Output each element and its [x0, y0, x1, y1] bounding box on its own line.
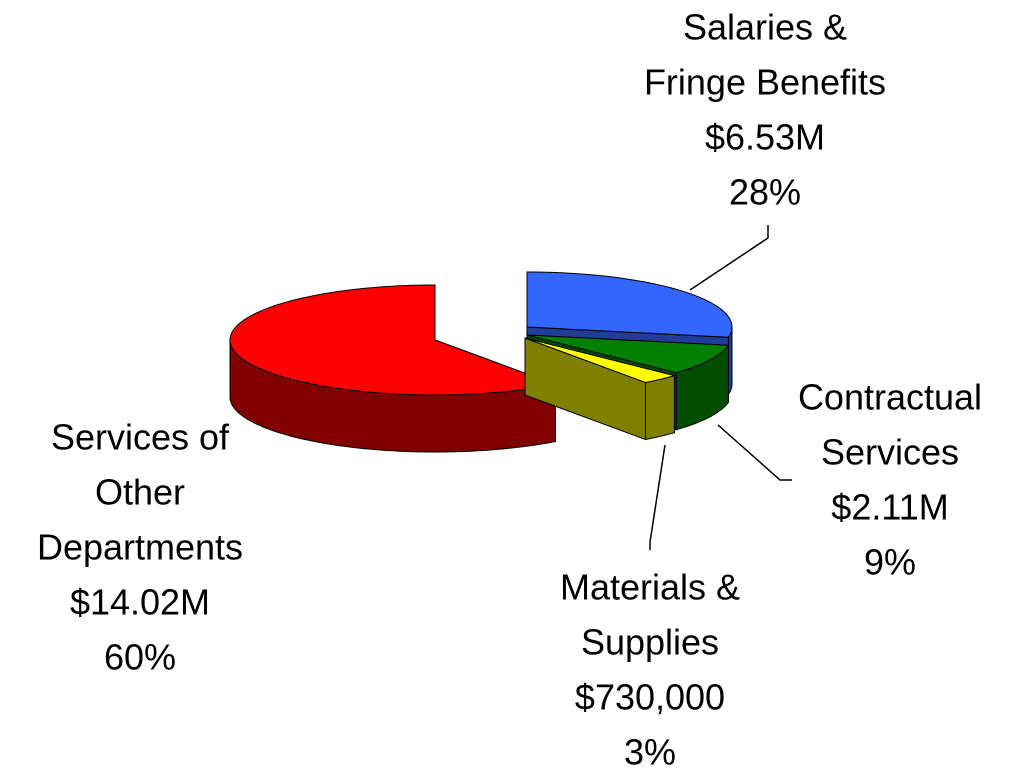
value-label: 9% — [864, 542, 916, 583]
category-label: Contractual — [798, 377, 982, 418]
slice — [524, 337, 677, 441]
value-label: 3% — [624, 732, 676, 772]
slice-side — [645, 375, 675, 441]
category-label: Salaries & — [683, 7, 847, 48]
amount-label: $14.02M — [70, 582, 210, 623]
amount-label: $6.53M — [705, 117, 825, 158]
category-label: Services of — [51, 417, 230, 458]
value-label: 28% — [729, 172, 801, 213]
category-label: Services — [821, 432, 959, 473]
category-label: Departments — [37, 527, 243, 568]
category-label: Other — [95, 472, 185, 513]
slice-top — [229, 284, 558, 396]
category-label: Fringe Benefits — [644, 62, 886, 103]
slice-top — [524, 337, 677, 384]
amount-label: $730,000 — [575, 677, 725, 718]
category-label: Supplies — [581, 622, 719, 663]
pie — [229, 271, 733, 453]
slice-top — [526, 271, 733, 338]
leader-line — [649, 444, 666, 550]
value-label: 60% — [104, 637, 176, 678]
labels: Salaries & Fringe Benefits $6.53M 28% Contra… — [37, 7, 982, 772]
category-label: Materials & — [560, 567, 740, 608]
leader-line — [717, 424, 792, 481]
slice-top — [526, 334, 730, 374]
amount-label: $2.11M — [831, 487, 948, 528]
slice — [229, 284, 558, 453]
leader-line — [689, 225, 769, 291]
